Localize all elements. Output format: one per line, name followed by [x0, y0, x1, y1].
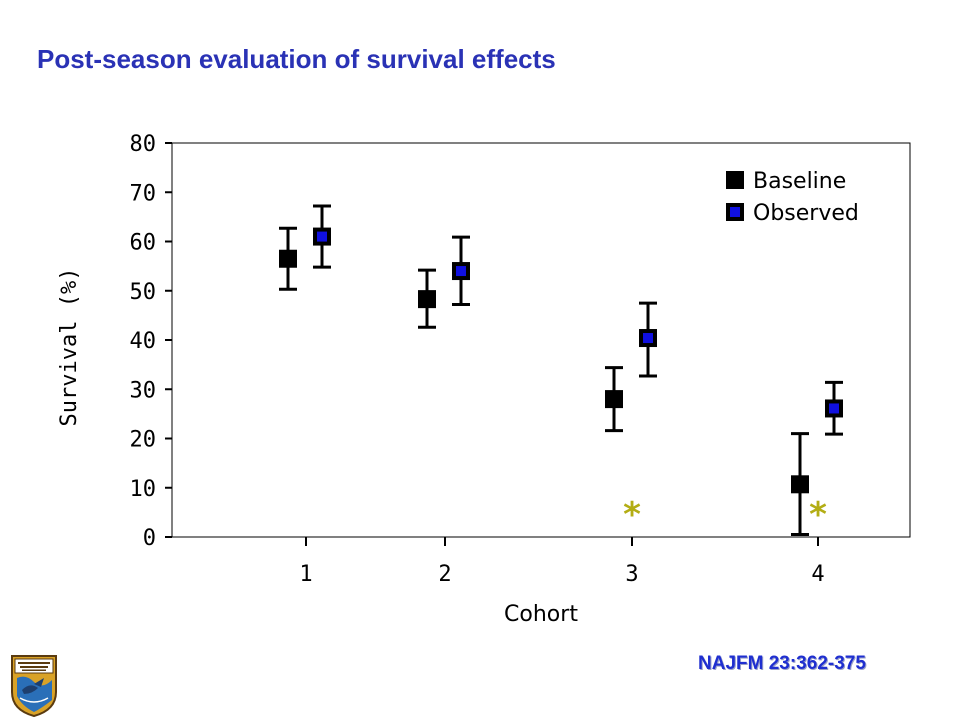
y-tick-label: 50 — [130, 280, 157, 305]
legend-marker-baseline — [726, 171, 744, 189]
x-tick-label: 1 — [299, 562, 312, 587]
data-point-baseline — [418, 290, 436, 309]
legend-label: Baseline — [753, 169, 846, 194]
data-point-observed — [317, 231, 327, 242]
x-tick-label: 2 — [438, 562, 451, 587]
y-tick-label: 60 — [130, 231, 157, 256]
citation-reference: NAJFM 23:362-375 — [698, 653, 866, 674]
y-tick-label: 80 — [130, 132, 157, 157]
data-point-baseline — [791, 475, 809, 494]
y-tick-label: 70 — [130, 181, 157, 206]
agency-emblem-logo — [11, 655, 57, 718]
legend-marker-observed — [730, 207, 740, 217]
legend-label: Observed — [753, 201, 859, 226]
significance-star: * — [809, 495, 827, 535]
y-tick-label: 0 — [143, 526, 156, 551]
significance-star: * — [623, 495, 641, 535]
y-tick-label: 40 — [130, 329, 157, 354]
y-tick-label: 20 — [130, 428, 157, 453]
x-axis-title: Cohort — [504, 602, 578, 627]
slide-title: Post-season evaluation of survival effec… — [37, 44, 556, 74]
data-point-baseline — [279, 249, 297, 268]
y-axis-title: Survival (%) — [57, 268, 82, 427]
y-tick-label: 10 — [130, 477, 157, 502]
data-point-baseline — [605, 390, 623, 409]
data-point-observed — [456, 266, 466, 277]
y-tick-label: 30 — [130, 378, 157, 403]
x-tick-label: 3 — [625, 562, 638, 587]
x-tick-label: 4 — [811, 562, 824, 587]
data-point-observed — [829, 403, 839, 414]
data-point-observed — [643, 333, 653, 344]
